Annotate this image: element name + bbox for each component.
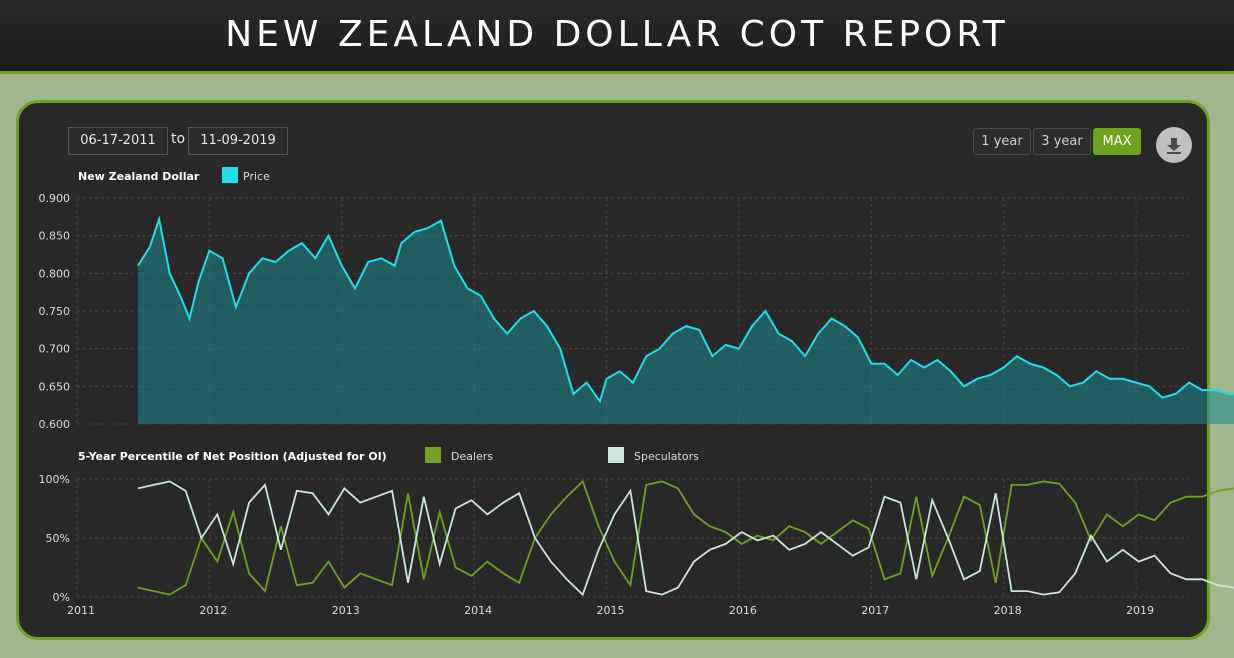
x-axis-tick-label: 2017 xyxy=(861,604,889,617)
x-axis-tick-label: 2013 xyxy=(332,604,360,617)
price-y-tick-label: 0.650 xyxy=(39,380,71,393)
x-axis-tick-label: 2011 xyxy=(67,604,95,617)
price-y-tick-label: 0.900 xyxy=(39,192,71,205)
range-1-year-button[interactable]: 1 year xyxy=(973,128,1031,155)
price-legend-label: Price xyxy=(243,170,270,183)
price-legend-swatch xyxy=(222,167,238,183)
range-max-button[interactable]: MAX xyxy=(1093,128,1141,155)
price-y-tick-label: 0.800 xyxy=(39,267,71,280)
percentile-y-tick-label: 50% xyxy=(46,532,70,545)
speculators-legend-label: Speculators xyxy=(634,450,699,463)
page-title: NEW ZEALAND DOLLAR COT REPORT xyxy=(225,14,1009,55)
x-axis-tick-label: 2014 xyxy=(464,604,492,617)
dealers-legend-swatch xyxy=(425,447,441,463)
download-icon xyxy=(1167,138,1181,154)
date-range-separator: to xyxy=(171,131,186,147)
dealers-legend-label: Dealers xyxy=(451,450,493,463)
date-to-input[interactable]: 11-09-2019 xyxy=(188,127,288,155)
page-header: NEW ZEALAND DOLLAR COT REPORT xyxy=(0,0,1234,74)
download-button[interactable] xyxy=(1156,127,1192,163)
x-axis-tick-label: 2018 xyxy=(994,604,1022,617)
x-axis-tick-label: 2012 xyxy=(199,604,227,617)
x-axis-tick-label: 2019 xyxy=(1126,604,1154,617)
speculators-legend-swatch xyxy=(608,447,624,463)
price-chart-title: New Zealand Dollar xyxy=(78,170,200,183)
speculators-series-line xyxy=(137,480,1234,597)
price-y-tick-label: 0.700 xyxy=(39,343,71,356)
price-series-line xyxy=(137,215,1234,404)
range-3-year-button[interactable]: 3 year xyxy=(1033,128,1091,155)
price-y-tick-label: 0.750 xyxy=(39,305,71,318)
percentile-y-tick-label: 0% xyxy=(53,591,70,604)
price-area xyxy=(137,219,1234,424)
dealers-series-line xyxy=(137,479,1234,596)
x-axis-tick-label: 2015 xyxy=(597,604,625,617)
date-from-input[interactable]: 06-17-2011 xyxy=(68,127,168,155)
x-axis-tick-label: 2016 xyxy=(729,604,757,617)
percentile-chart-title: 5-Year Percentile of Net Position (Adjus… xyxy=(78,450,387,463)
price-y-tick-label: 0.600 xyxy=(39,418,71,431)
percentile-y-tick-label: 100% xyxy=(39,473,70,486)
price-y-tick-label: 0.850 xyxy=(39,230,71,243)
